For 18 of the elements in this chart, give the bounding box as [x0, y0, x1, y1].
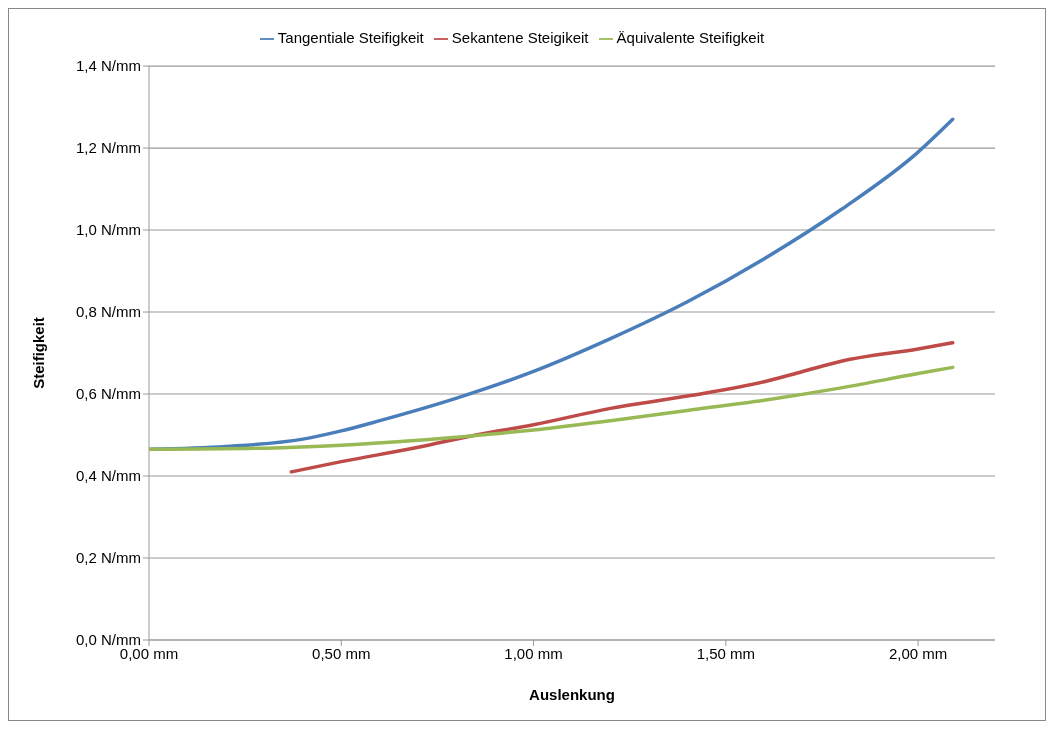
legend-label: Tangentiale Steifigkeit [277, 29, 424, 46]
x-tick-label: 1,00 mm [504, 644, 563, 662]
legend-label: Sekantene Steigikeit [451, 29, 589, 46]
line-series [289, 341, 955, 474]
line-series [149, 365, 955, 452]
y-tick-label: 1,2 N/mm [75, 139, 141, 157]
y-axis-title: Steifigkeit [30, 317, 48, 389]
y-tick-label: 0,8 N/mm [75, 303, 141, 321]
x-tick-label: 1,50 mm [696, 644, 755, 662]
x-tick-label: 2,00 mm [888, 644, 948, 662]
y-tick-label: 0,6 N/mm [75, 385, 141, 403]
x-axis-title: Auslenkung [529, 686, 615, 703]
y-tick-label: 1,4 N/mm [75, 57, 141, 75]
y-tick-label: 1,0 N/mm [75, 221, 141, 239]
y-tick-label: 0,2 N/mm [75, 549, 141, 567]
x-tick-label: 0,50 mm [312, 644, 371, 662]
y-tick-label: 0,4 N/mm [75, 467, 141, 485]
legend-label: Äquivalente Steifigkeit [616, 29, 765, 46]
